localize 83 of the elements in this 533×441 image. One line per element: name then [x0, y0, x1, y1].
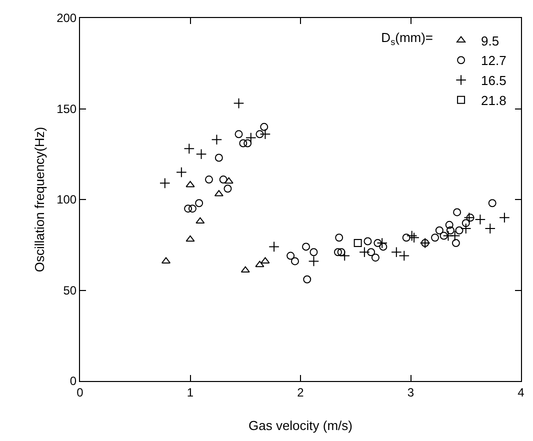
point	[354, 239, 362, 248]
x-tick-label: 4	[518, 385, 525, 400]
point	[449, 230, 460, 242]
point	[431, 234, 440, 242]
point	[260, 128, 271, 140]
y-tick-label: 150	[56, 102, 77, 116]
point	[260, 122, 268, 131]
point	[184, 143, 195, 154]
point	[445, 220, 454, 229]
point	[462, 219, 470, 228]
point	[188, 204, 196, 213]
point	[233, 98, 244, 109]
legend-title: D$_{s}$(mm)=	[381, 30, 434, 47]
point	[406, 230, 418, 242]
x-axis-title: Gas velocity (m/s)	[248, 418, 353, 433]
legend-label: 16.5	[481, 73, 506, 88]
point	[268, 241, 280, 252]
legend-label: 9.5	[481, 33, 500, 48]
point	[256, 130, 264, 138]
point	[484, 223, 496, 234]
legend-label: 21.8	[481, 92, 506, 108]
point	[195, 199, 204, 208]
point	[376, 238, 388, 248]
point	[214, 154, 223, 162]
point	[211, 134, 222, 146]
point	[234, 130, 243, 138]
point	[402, 234, 410, 242]
point	[339, 250, 350, 262]
point	[335, 234, 344, 242]
y-tick-label: 200	[56, 11, 77, 26]
point	[302, 242, 310, 251]
point	[460, 223, 472, 234]
point	[196, 217, 205, 224]
point	[224, 184, 232, 193]
point	[186, 180, 195, 188]
point	[255, 260, 264, 268]
point	[196, 148, 207, 160]
point	[364, 237, 372, 246]
point	[219, 176, 228, 184]
point	[286, 252, 295, 260]
point	[455, 226, 464, 234]
point	[440, 232, 448, 240]
point	[359, 246, 370, 258]
point	[367, 248, 376, 256]
point	[499, 212, 510, 224]
point	[334, 248, 342, 256]
point	[186, 235, 195, 242]
point	[159, 178, 170, 189]
point	[453, 208, 462, 216]
point	[391, 246, 402, 258]
point	[184, 204, 192, 213]
point	[244, 139, 252, 148]
point	[398, 250, 410, 262]
point	[337, 248, 346, 256]
x-tick-label: 1	[186, 385, 194, 400]
point	[176, 166, 187, 178]
point	[240, 266, 250, 273]
point	[224, 177, 234, 184]
point	[310, 248, 318, 256]
point	[204, 176, 213, 184]
point	[371, 254, 380, 262]
point	[466, 214, 474, 222]
y-tick-label: 0	[70, 374, 77, 388]
point	[474, 214, 486, 225]
point	[303, 275, 312, 284]
y-axis-title: Oscillation frequency(Hz)	[32, 126, 47, 272]
y-tick-label: 100	[56, 192, 77, 207]
point	[239, 139, 248, 148]
point	[435, 226, 444, 234]
x-tick-label: 2	[297, 385, 304, 400]
point	[408, 232, 420, 244]
point	[452, 239, 460, 248]
point	[464, 212, 475, 224]
point	[488, 199, 496, 208]
x-tick-label: 3	[407, 385, 414, 400]
point	[374, 239, 382, 248]
point	[290, 257, 299, 266]
point	[379, 242, 388, 251]
point	[245, 132, 256, 144]
point	[446, 226, 454, 234]
y-tick-label: 50	[63, 283, 77, 298]
legend-label: 12.7	[481, 53, 506, 68]
point	[308, 256, 320, 267]
